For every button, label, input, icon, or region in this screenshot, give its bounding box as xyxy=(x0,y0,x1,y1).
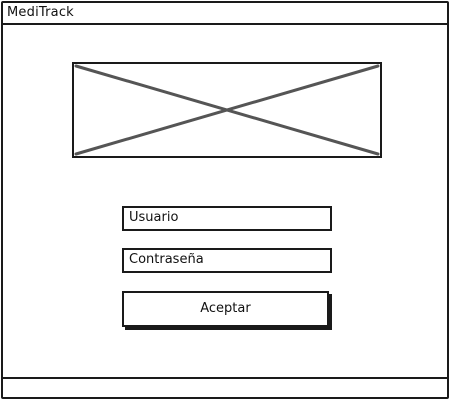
password-field-text: Contraseña xyxy=(129,252,204,267)
username-field-text: Usuario xyxy=(129,210,179,225)
status-bar xyxy=(3,377,447,397)
username-field[interactable]: Usuario xyxy=(122,206,332,231)
accept-button[interactable]: Aceptar xyxy=(122,291,329,327)
image-placeholder-icon xyxy=(74,64,380,156)
window-title: MediTrack xyxy=(7,5,74,20)
accept-button-label: Aceptar xyxy=(200,301,251,316)
logo-image-placeholder xyxy=(72,62,382,158)
title-bar: MediTrack xyxy=(3,3,447,25)
password-field[interactable]: Contraseña xyxy=(122,248,332,273)
